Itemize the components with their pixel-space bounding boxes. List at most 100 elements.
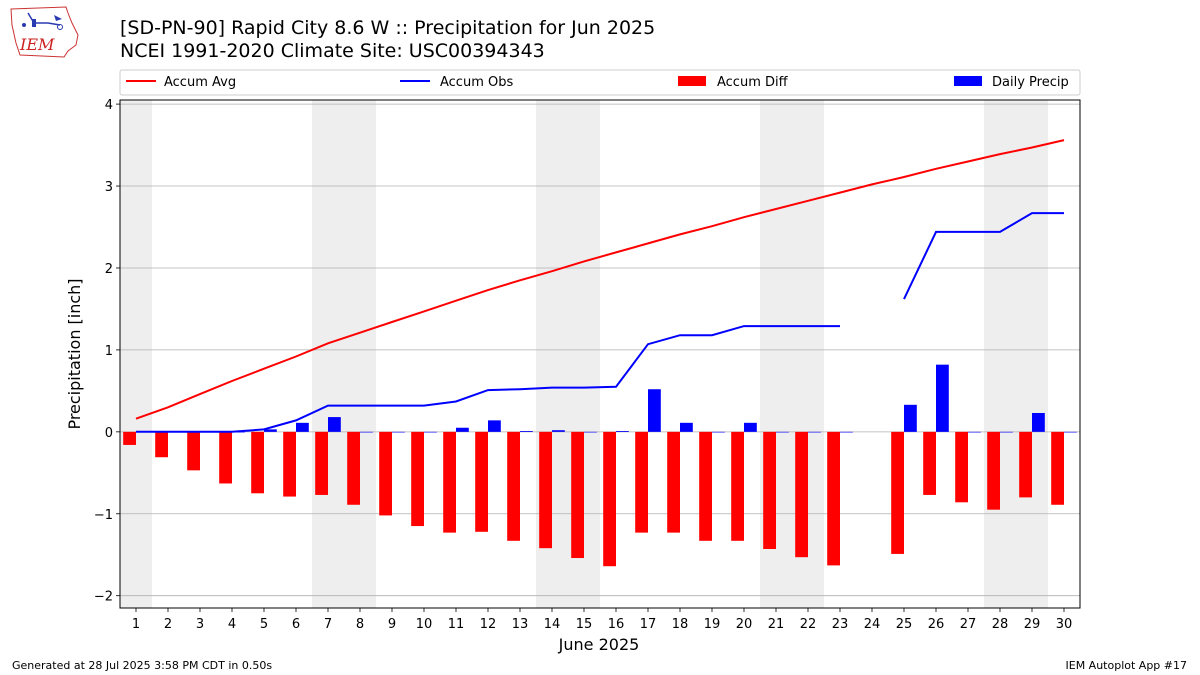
x-tick-label: 22 xyxy=(800,617,817,632)
accum-diff-bar xyxy=(155,431,168,458)
iem-logo: IEM xyxy=(10,6,79,58)
accum-diff-bar xyxy=(475,431,488,532)
x-tick-label: 28 xyxy=(992,617,1009,632)
legend-label-accum-obs: Accum Obs xyxy=(440,75,513,90)
y-tick-label: 4 xyxy=(105,98,113,113)
x-tick-label: 29 xyxy=(1024,617,1041,632)
x-axis-label: June 2025 xyxy=(558,635,640,654)
x-tick-label: 18 xyxy=(672,617,689,632)
legend-label-accum-diff: Accum Diff xyxy=(717,75,789,90)
accum-diff-bar xyxy=(1019,431,1032,498)
daily-precip-bar xyxy=(776,431,789,433)
logo-text: IEM xyxy=(19,35,55,54)
weekend-band-2 xyxy=(312,100,376,608)
x-tick-label: 6 xyxy=(292,617,300,632)
x-tick-label: 27 xyxy=(960,617,977,632)
daily-precip-bar xyxy=(968,431,981,433)
accum-diff-bar xyxy=(443,431,456,533)
y-tick-label: −1 xyxy=(94,508,113,523)
accum-diff-bar xyxy=(923,431,936,495)
daily-precip-bar xyxy=(808,431,821,433)
chart-title: [SD-PN-90] Rapid City 8.6 W :: Precipita… xyxy=(120,17,656,39)
daily-precip-bar xyxy=(744,422,757,432)
accum-diff-bar xyxy=(667,431,680,533)
accum-diff-bar xyxy=(699,431,712,541)
daily-precip-bar xyxy=(488,420,501,432)
accum-avg-line xyxy=(135,139,1065,420)
y-tick-label: −2 xyxy=(94,590,113,605)
accum-diff-bar xyxy=(315,431,328,495)
gridlines xyxy=(120,103,1080,597)
accum-diff-bar xyxy=(539,431,552,549)
accum-diff-bar xyxy=(219,431,232,484)
daily-precip-bar xyxy=(584,431,597,433)
daily-precip-bar xyxy=(424,431,437,433)
daily-precip-bar xyxy=(552,430,565,432)
accum-diff-bar xyxy=(1051,431,1064,505)
accum-diff-bar xyxy=(379,431,392,516)
footer-app-text: IEM Autoplot App #17 xyxy=(1065,659,1188,672)
x-tick-label: 7 xyxy=(324,617,332,632)
daily-precip-bar xyxy=(904,404,917,432)
x-tick-label: 8 xyxy=(356,617,364,632)
daily-precip-bar xyxy=(616,431,629,432)
x-tick-label: 12 xyxy=(480,617,497,632)
daily-precip-bar xyxy=(936,364,949,432)
accum-diff-bar xyxy=(123,431,136,445)
weekend-band-1 xyxy=(120,100,152,608)
x-tick-label: 24 xyxy=(864,617,881,632)
accum-diff-bar xyxy=(955,431,968,503)
accum-diff-bar xyxy=(347,431,360,505)
daily-precip-bar xyxy=(840,431,853,433)
accum-diff-bar xyxy=(891,431,904,554)
accum-diff-bar xyxy=(283,431,296,497)
y-tick-label: 2 xyxy=(105,262,113,277)
x-tick-label: 30 xyxy=(1056,617,1073,632)
x-tick-label: 4 xyxy=(228,617,236,632)
x-tick-label: 23 xyxy=(832,617,849,632)
daily-precip-bar xyxy=(264,429,277,432)
accum-diff-bar xyxy=(987,431,1000,510)
accum-diff-bar xyxy=(827,431,840,566)
daily-precip-bar xyxy=(456,427,469,432)
accum-diff-bar xyxy=(411,431,424,527)
x-tick-label: 9 xyxy=(388,617,396,632)
daily-precip-bar xyxy=(648,389,661,432)
x-tick-label: 15 xyxy=(576,617,593,632)
series-lines xyxy=(135,139,1065,433)
accum-diff-bar xyxy=(603,431,616,567)
weekend-shading xyxy=(120,100,1048,608)
daily-precip-bar xyxy=(712,431,725,433)
legend-swatch-accum-diff xyxy=(678,76,706,86)
daily-precip-bar xyxy=(392,431,405,433)
x-tick-label: 26 xyxy=(928,617,945,632)
legend-label-accum-avg: Accum Avg xyxy=(164,75,236,90)
accum-obs-line xyxy=(136,212,1064,433)
x-tick-label: 17 xyxy=(640,617,657,632)
daily-precip-bar xyxy=(680,422,693,432)
x-tick-label: 21 xyxy=(768,617,785,632)
legend: Accum Avg Accum Obs Accum Diff Daily Pre… xyxy=(119,69,1081,96)
x-tick-label: 14 xyxy=(544,617,561,632)
daily-precip-bar xyxy=(328,417,341,432)
daily-precip-bar xyxy=(1000,431,1013,433)
x-tick-label: 19 xyxy=(704,617,721,632)
x-tick-label: 20 xyxy=(736,617,753,632)
x-tick-label: 3 xyxy=(196,617,204,632)
accum-diff-bar xyxy=(731,431,744,541)
plot-frame xyxy=(119,99,1081,609)
accum-diff-bar xyxy=(763,431,776,550)
legend-label-daily-precip: Daily Precip xyxy=(992,75,1069,90)
axes xyxy=(116,99,1081,612)
y-tick-label: 0 xyxy=(105,426,113,441)
accum-diff-bar xyxy=(571,431,584,559)
y-tick-label: 3 xyxy=(105,180,113,195)
chart-subtitle: NCEI 1991-2020 Climate Site: USC00394343 xyxy=(120,40,545,62)
y-axis-label: Precipitation [inch] xyxy=(65,278,84,429)
daily-precip-bar xyxy=(360,431,373,433)
accum-diff-bar xyxy=(507,431,520,541)
bars xyxy=(123,364,1077,567)
accum-diff-bar xyxy=(635,431,648,533)
